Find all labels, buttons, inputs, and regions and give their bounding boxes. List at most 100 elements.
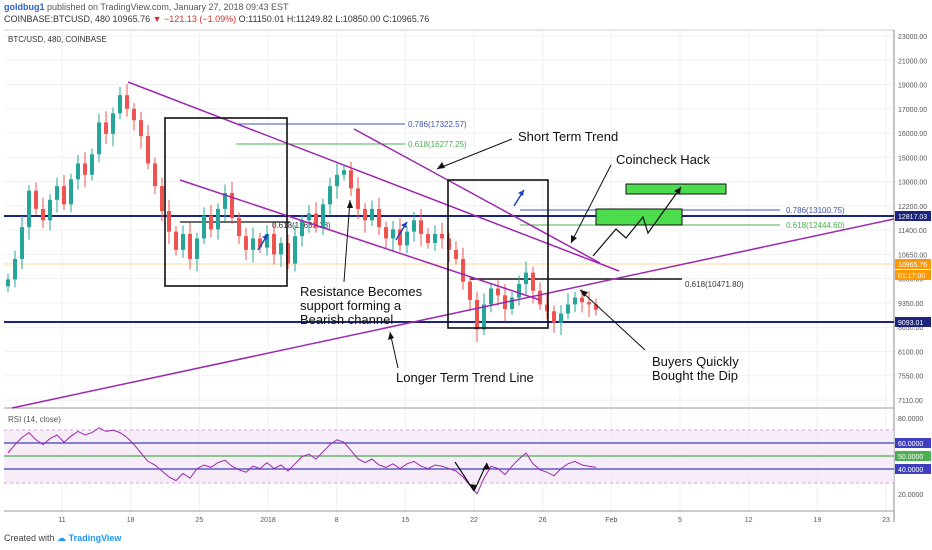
price-tick: 7550.00: [898, 374, 923, 381]
rsi-label-50: 50.0000: [898, 454, 923, 461]
candle-body: [405, 231, 409, 246]
publish-text: published on TradingView.com, January 27…: [47, 2, 289, 12]
candle-body: [496, 288, 500, 296]
candle-body: [531, 272, 535, 291]
candle-body: [419, 220, 423, 234]
candle-body: [279, 243, 283, 255]
annotation-buyers-2: Bought the Dip: [652, 368, 738, 383]
candle-body: [314, 213, 318, 228]
candle-body: [482, 304, 486, 330]
candle-body: [293, 236, 297, 264]
price-label-timer: 01:17:00: [898, 273, 925, 280]
fib-label-6: 0.618(10471.80): [685, 280, 744, 289]
candle-body: [426, 233, 430, 244]
symbol-label: COINBASE:BTCUSD, 480: [4, 14, 111, 24]
fib-label-5: 0.618(12444.60): [786, 221, 845, 230]
candle-body: [230, 192, 234, 218]
tradingview-logo-text[interactable]: TradingView: [68, 533, 122, 543]
candle-body: [244, 236, 248, 250]
candle-body: [139, 120, 143, 137]
rsi-label-60-bg: [895, 438, 931, 448]
date-tick: 18: [127, 517, 135, 524]
projection-path: [592, 186, 682, 257]
candle-body: [237, 218, 241, 237]
price-label-last-bg: [895, 259, 931, 269]
change-arrow-icon: ▼: [152, 14, 162, 24]
candle-body: [118, 95, 122, 114]
annotation-resistance-2: support forming a: [300, 298, 402, 313]
long-term-trend-line: [11, 218, 895, 409]
price-label-support: 9093.01: [898, 320, 923, 327]
candle-body: [48, 199, 52, 221]
projection-arrow-icon: [674, 187, 681, 194]
rsi-label-60: 60.0000: [898, 441, 923, 448]
candle-body: [552, 311, 556, 323]
candle-body: [188, 233, 192, 259]
blue-arrow-2-head-icon: [401, 222, 407, 228]
candle-body: [174, 231, 178, 250]
buyers-arrow-icon: [580, 290, 588, 297]
resistance-arrow-icon: [347, 200, 353, 208]
author-link[interactable]: goldbug1: [4, 2, 45, 12]
annotation-short-term: Short Term Trend: [518, 129, 618, 144]
rsi-tick-20: 20.0000: [898, 492, 923, 499]
candle-body: [475, 299, 479, 330]
short-term-arrow: [436, 138, 513, 170]
candle-body: [34, 190, 38, 209]
candle-body: [328, 186, 332, 205]
fib-label-2: 0.618(16277.25): [408, 140, 467, 149]
annotation-coincheck: Coincheck Hack: [616, 152, 710, 167]
candle-body: [447, 238, 451, 250]
candle-body: [573, 297, 577, 305]
candle-body: [538, 290, 542, 305]
date-tick: 12: [745, 517, 753, 524]
date-tick: 26: [539, 517, 547, 524]
annotation-buyers-1: Buyers Quickly: [652, 354, 739, 369]
candle-body: [286, 243, 290, 264]
chart-grid: [4, 30, 894, 511]
candle-body: [97, 122, 101, 155]
price-tick: 9850.00: [898, 277, 923, 284]
date-tick: 2018: [260, 517, 276, 524]
candle-body: [594, 304, 598, 310]
price-change: −121.13 (−1.09%): [164, 14, 237, 24]
candle-body: [41, 208, 45, 221]
candle-body: [384, 227, 388, 239]
time-axis: 11 18 25 2018 8 15 22 26 Feb 5 12 19 23: [58, 517, 890, 524]
candle-body: [90, 154, 94, 175]
candle-body: [258, 238, 262, 248]
buyers-arrow: [579, 289, 646, 351]
target-zone-2: [625, 183, 727, 195]
candle-body: [342, 170, 346, 175]
candle-body: [69, 179, 73, 205]
resistance-arrow: [343, 199, 351, 283]
short-term-arrow-icon: [437, 162, 445, 169]
candle-body: [83, 163, 87, 175]
channel-upper-line: [127, 81, 620, 272]
price-label-resistance: 12817.03: [898, 214, 927, 221]
fib-label-1: 0.786(17322.57): [408, 120, 467, 129]
blue-arrow-1-head-icon: [262, 234, 268, 240]
last-price: 10965.76: [112, 14, 151, 24]
price-tick: 21000.00: [898, 58, 927, 65]
annotation-resistance-3: Bearish channel: [300, 312, 393, 327]
date-tick: 15: [401, 517, 409, 524]
candle-body: [587, 302, 591, 305]
candle-body: [454, 249, 458, 259]
candle-body: [398, 229, 402, 246]
candle-body: [223, 192, 227, 209]
candle-body: [111, 113, 115, 134]
price-axis: 23000.00 21000.00 19000.00 17000.00 16000.00…: [898, 34, 927, 405]
candle-body: [433, 233, 437, 244]
coincheck-arrow: [570, 164, 612, 244]
candle-body: [363, 208, 367, 221]
blue-arrow-3-head-icon: [518, 190, 524, 196]
price-tick: 7110.00: [898, 398, 923, 405]
price-tick: 13000.00: [898, 180, 927, 187]
price-tick: 19000.00: [898, 83, 927, 90]
candle-body: [153, 163, 157, 187]
candle-body: [202, 215, 206, 239]
ohlc-values: O:11150.01 H:11249.82 L:10850.00 C:10965…: [238, 14, 430, 24]
candle-body: [160, 186, 164, 212]
